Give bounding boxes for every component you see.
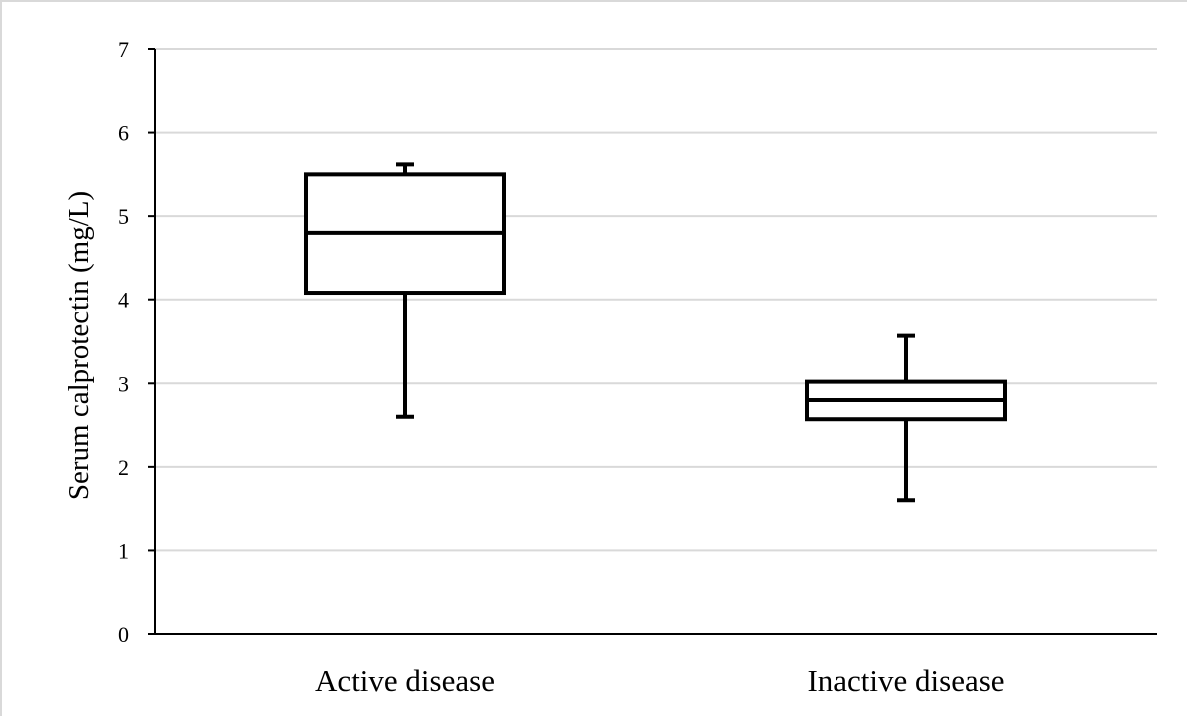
y-tick-label: 3 bbox=[118, 371, 129, 396]
y-tick-label: 2 bbox=[118, 455, 129, 480]
y-tick-label: 4 bbox=[118, 288, 129, 313]
y-axis-title: Serum calprotectin (mg/L) bbox=[63, 191, 95, 500]
axes bbox=[154, 49, 1157, 635]
y-tick-labels: 0 1 2 3 4 5 6 7 bbox=[118, 37, 129, 647]
y-tick-label: 6 bbox=[118, 121, 129, 146]
boxes bbox=[304, 162, 1007, 503]
y-tick-label: 0 bbox=[118, 622, 129, 647]
y-tick-label: 1 bbox=[118, 538, 129, 563]
gridlines bbox=[148, 48, 1157, 635]
box-inactive bbox=[805, 333, 1007, 503]
x-category-label: Active disease bbox=[315, 663, 495, 698]
x-category-labels: Active disease Inactive disease bbox=[315, 663, 1005, 698]
y-tick-label: 5 bbox=[118, 204, 129, 229]
y-tick-label: 7 bbox=[118, 37, 129, 62]
x-category-label: Inactive disease bbox=[807, 663, 1004, 698]
box-active bbox=[304, 162, 506, 419]
